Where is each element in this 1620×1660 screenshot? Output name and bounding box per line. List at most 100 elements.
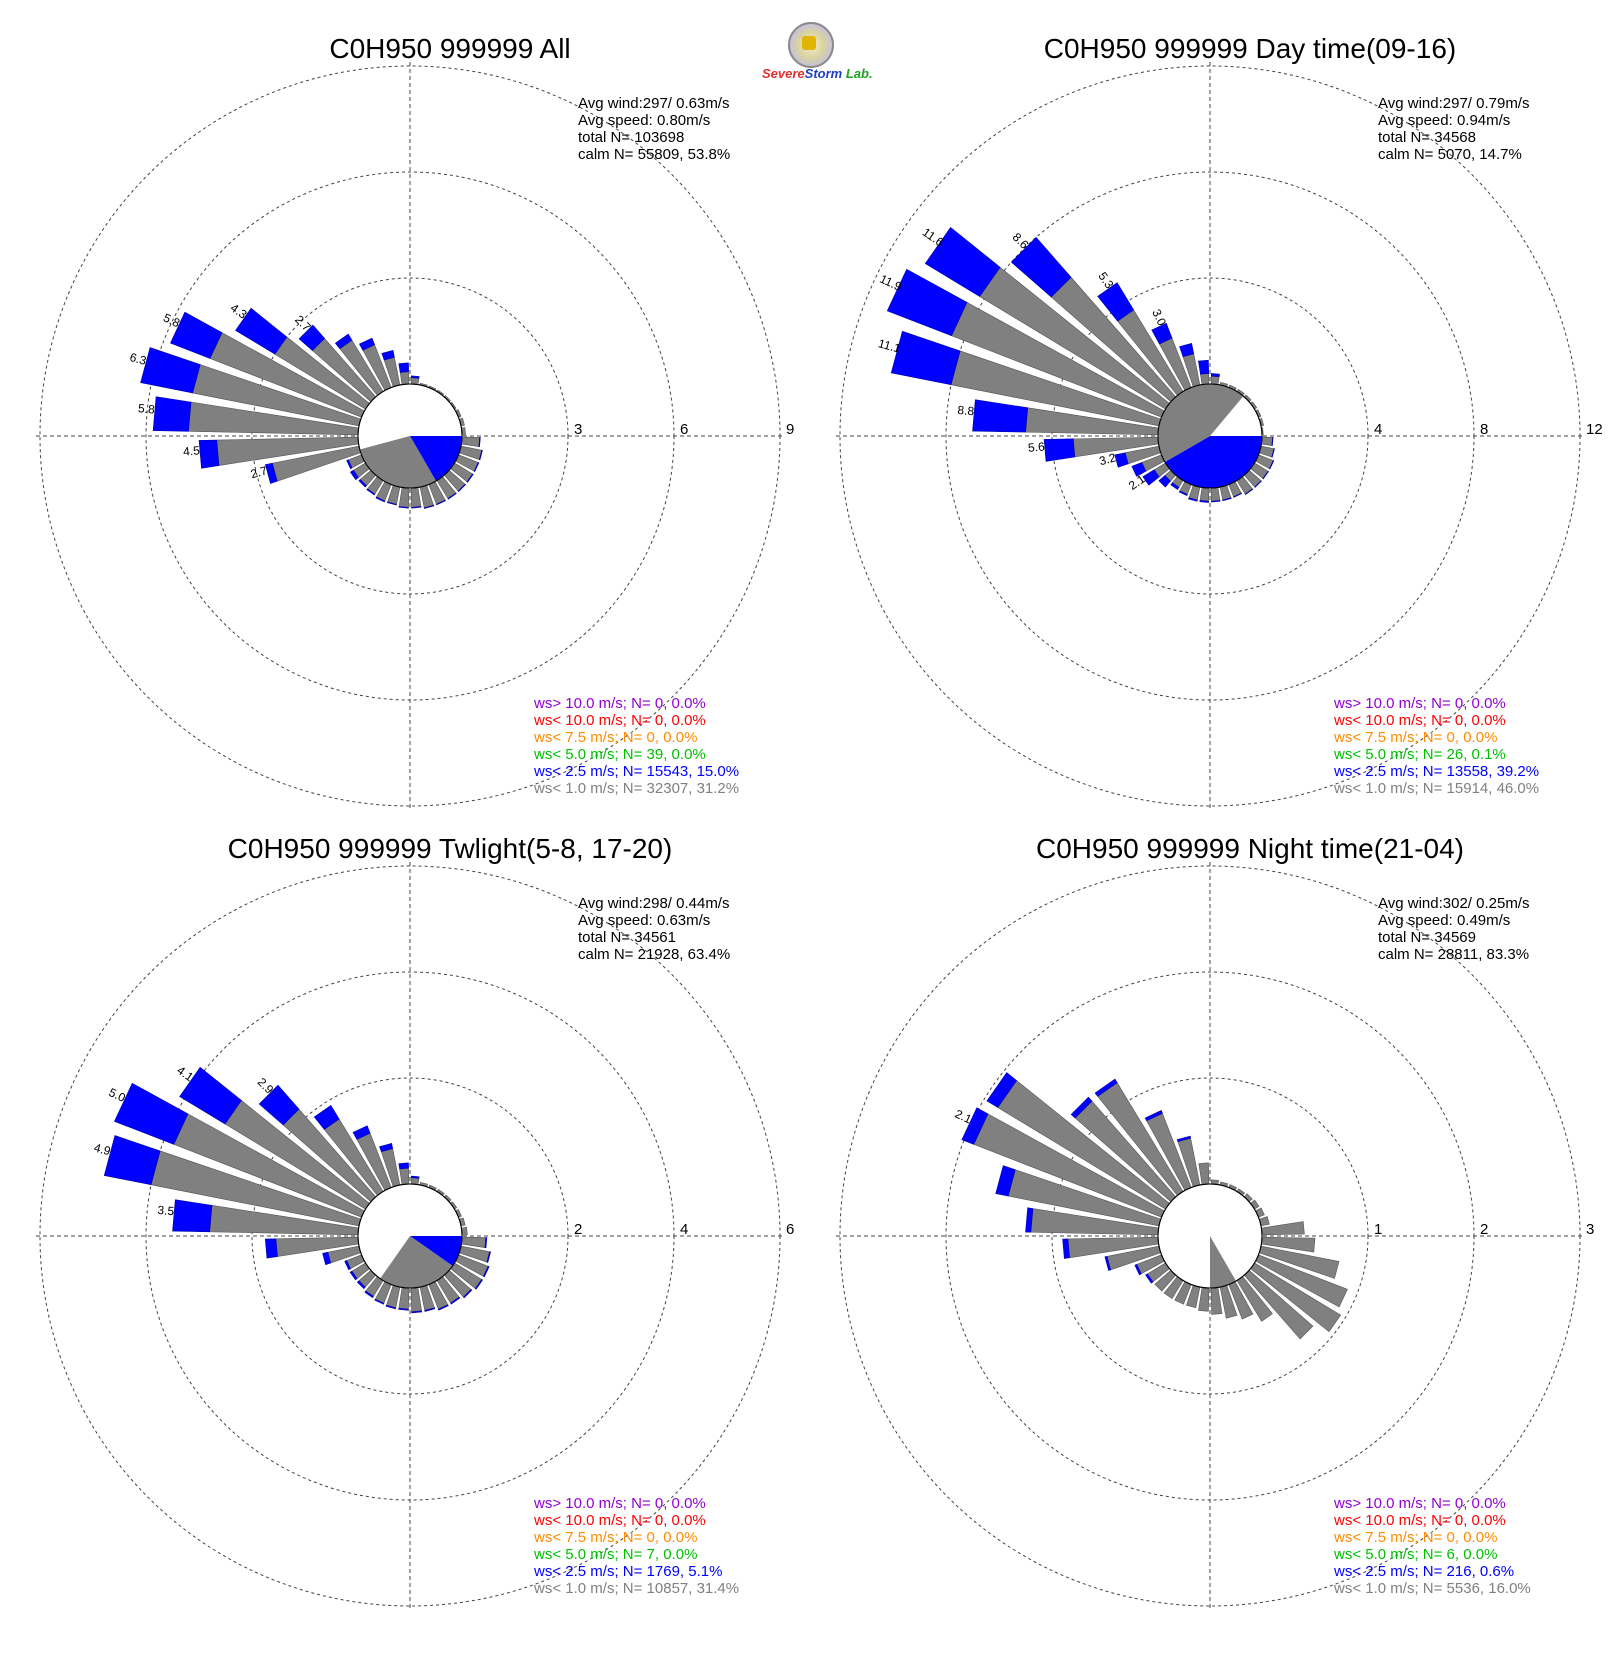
bar-lt2_5ms (334, 333, 353, 350)
legend-entry: ws< 5.0 m/s; N= 39, 0.0% (533, 746, 706, 763)
bar-value-label: 5.8 (138, 401, 156, 416)
bar-lt2_5ms (483, 1265, 490, 1278)
bar-lt2_5ms (385, 1304, 397, 1310)
bar-value-label: 3.5 (157, 1203, 175, 1218)
bar-value-label: 3.0 (1149, 307, 1169, 328)
bar-lt2_5ms (1211, 500, 1221, 503)
bar-lt2_5ms (398, 362, 409, 373)
bar-lt2_5ms (1271, 437, 1274, 447)
bar-calm-lt1ms (461, 1236, 487, 1248)
bar-lt2_5ms (972, 399, 1028, 433)
logo-text-lab: Lab. (845, 66, 873, 81)
bar-calm-lt1ms (410, 1287, 422, 1313)
bar-lt2_5ms (346, 459, 353, 470)
bar-calm-lt1ms (410, 487, 422, 508)
bar-lt2_5ms (374, 1298, 385, 1305)
legend-entry: ws< 7.5 m/s; N= 0, 0.0% (1333, 1529, 1497, 1546)
bar-lt2_5ms (198, 439, 220, 469)
bar-lt2_5ms (356, 1280, 366, 1290)
bar-calm-lt1ms (1199, 487, 1210, 502)
bar-calm-lt1ms (1258, 445, 1275, 458)
bar-value-label: 5.0 (107, 1085, 128, 1105)
bar-lt2_5ms (450, 1296, 461, 1305)
calm-outline (1157, 383, 1263, 489)
chart-title: C0H950 999999 All (329, 33, 570, 64)
bar-lt2_5ms (961, 1107, 989, 1145)
bar-lt2_5ms (1199, 500, 1209, 503)
chart-title: C0H950 999999 Night time(21-04) (1036, 833, 1464, 864)
logo-text-severe: Severe (762, 66, 805, 81)
bar-lt2_5ms (473, 462, 480, 473)
legend-entry: ws< 10.0 m/s; N= 0, 0.0% (1333, 1512, 1506, 1529)
calm-sector (359, 436, 436, 489)
bar-lt2_5ms (1151, 322, 1173, 345)
bar-lt2_5ms (463, 1289, 473, 1299)
wind-rose-panel-3: C0H950 999999 Twlight(5-8, 17-20) 2 4 6 3.5 4… (36, 833, 794, 1610)
bar-lt2_5ms (1131, 462, 1147, 477)
bar-lt2_5ms (410, 1175, 420, 1179)
bar-lt2_5ms (423, 504, 435, 509)
bar-lt2_5ms (398, 1162, 409, 1170)
bar-lt2_5ms (890, 330, 961, 386)
bar-value-label: 2.1 (953, 1107, 974, 1127)
ring-label: 3 (1586, 1221, 1594, 1238)
ring-label: 2 (574, 1221, 582, 1238)
chart-title: C0H950 999999 Day time(09-16) (1044, 33, 1456, 64)
bar-lt2_5ms (375, 496, 386, 503)
legend-entry: ws< 2.5 m/s; N= 216, 0.6% (1333, 1563, 1514, 1580)
chart-title: C0H950 999999 Twlight(5-8, 17-20) (228, 833, 673, 864)
bar-lt2_5ms (352, 1125, 371, 1140)
logo-text-storm: Storm (804, 66, 843, 81)
ring-label: 4 (1374, 421, 1382, 438)
bar-value-label: 11.1 (877, 336, 903, 355)
stats-line: Avg wind:297/ 0.63m/s (578, 95, 729, 112)
lab-logo: SevereStorm Lab. (762, 22, 873, 86)
bar-value-label: 6.3 (128, 350, 148, 368)
legend-entry: ws< 5.0 m/s; N= 26, 0.1% (1333, 746, 1506, 763)
bar-lt2_5ms (995, 1165, 1016, 1197)
bar-lt2_5ms (1114, 452, 1129, 468)
bar-lt2_5ms (886, 268, 968, 337)
bar-lt2_5ms (447, 492, 457, 500)
bar-lt2_5ms (103, 1135, 161, 1186)
bar-lt2_5ms (457, 483, 467, 493)
bar-lt2_5ms (298, 324, 325, 351)
ring-label: 3 (574, 421, 582, 438)
calm-sector (1210, 1236, 1236, 1288)
legend-entry: ws< 10.0 m/s; N= 0, 0.0% (533, 1512, 706, 1529)
bar-lt2_5ms (358, 479, 367, 488)
bar-lt2_5ms (1134, 1264, 1142, 1276)
ring-label: 8 (1480, 421, 1488, 438)
bar-value-label: 5.8 (161, 311, 182, 331)
legend-entry: ws> 10.0 m/s; N= 0, 0.0% (1333, 1495, 1506, 1512)
legend-entry: ws< 7.5 m/s; N= 0, 0.0% (533, 729, 697, 746)
bar-lt2_5ms (264, 1238, 278, 1259)
ring-label: 6 (680, 421, 688, 438)
bar-value-label: 2.7 (249, 463, 269, 481)
bar-calm-lt1ms (1200, 373, 1210, 385)
legend-entry: ws< 7.5 m/s; N= 0, 0.0% (1333, 729, 1497, 746)
bar-calm-lt1ms (1198, 1162, 1210, 1185)
calm-sector (410, 1236, 462, 1266)
bar-lt2_5ms (1104, 1256, 1111, 1271)
bar-lt2_5ms (438, 1304, 449, 1311)
stats-line: calm N= 28811, 83.3% (1378, 946, 1529, 963)
stats-line: Avg speed: 0.80m/s (578, 112, 710, 129)
bar-lt2_5ms (366, 488, 376, 496)
bar-lt2_5ms (924, 226, 1001, 297)
logo-seal-icon (788, 22, 834, 68)
bar-lt2_5ms (1244, 488, 1254, 495)
legend-entry: ws< 5.0 m/s; N= 7, 0.0% (533, 1546, 697, 1563)
bar-calm-lt1ms (1198, 1287, 1210, 1312)
calm-sector (1164, 436, 1262, 489)
calm-sector (1158, 384, 1244, 462)
bar-lt2_5ms (381, 349, 395, 361)
wind-rose-panel-4: C0H950 999999 Night time(21-04) 1 2 3 2.1 Avg… (836, 833, 1594, 1610)
bar-calm-lt1ms (398, 1287, 410, 1310)
calm-sector (380, 1236, 453, 1289)
ring-label: 9 (786, 421, 794, 438)
bar-lt2_5ms (344, 1260, 351, 1271)
bar-lt2_5ms (258, 1084, 300, 1126)
